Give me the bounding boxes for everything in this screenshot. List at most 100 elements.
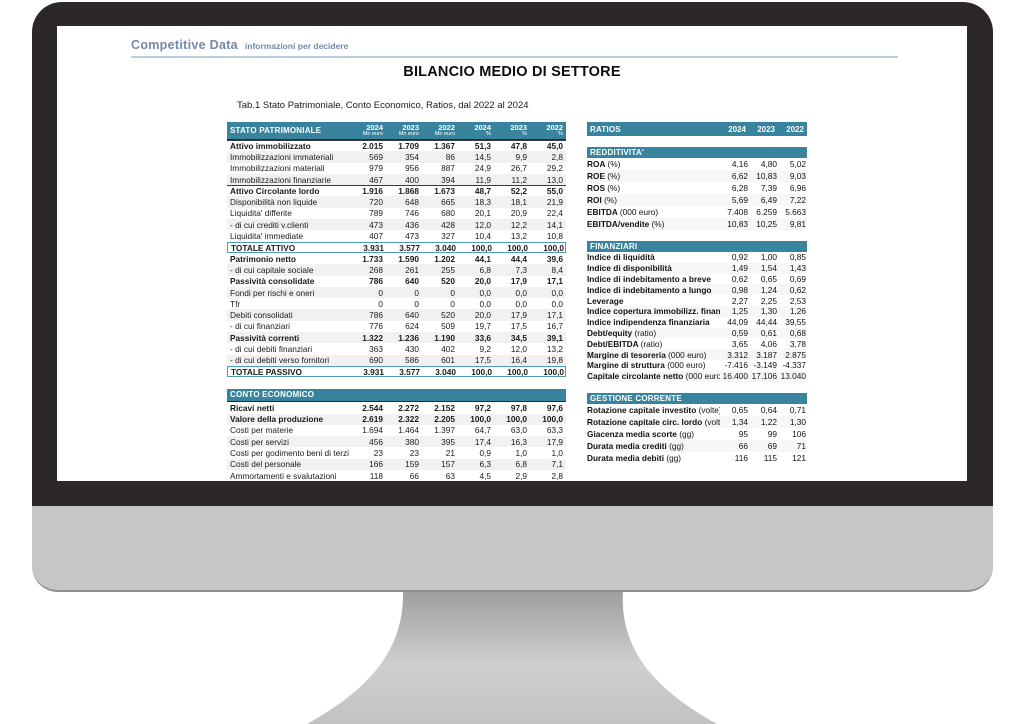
cell-value: 97,8: [510, 402, 527, 413]
row-label: Costi del personale: [230, 459, 302, 470]
cell-value: 0,65: [760, 273, 777, 284]
ratios-section-header: FINANZIARI: [587, 241, 807, 252]
cell-value: 1,22: [760, 416, 777, 427]
cell-value: 17,9: [546, 436, 563, 447]
cell-value: 3.577: [399, 366, 420, 377]
row-label: - di cui finanziari: [230, 321, 290, 332]
brand: Competitive Data informazioni per decider…: [131, 36, 348, 54]
cell-value: 0: [378, 287, 383, 298]
cell-value: 9,2: [479, 343, 491, 354]
cell-value: 4,5: [479, 470, 491, 481]
cell-value: 1.367: [434, 141, 455, 152]
conto-economico-header: CONTO ECONOMICO: [227, 389, 566, 403]
cell-value: 100,0: [543, 366, 564, 377]
cell-value: -7.416: [724, 360, 748, 371]
cell-value: 1,34: [731, 416, 748, 427]
row-label: Tfr: [230, 298, 241, 309]
cell-value: 20,9: [510, 208, 527, 219]
cell-value: 44,09: [727, 317, 748, 328]
stato-patrimoniale-header: STATO PATRIMONIALE 2024 Mn euro 2023 Mn eur…: [227, 122, 566, 140]
cell-value: 0: [414, 298, 419, 309]
cell-value: 17,1: [546, 310, 563, 321]
cell-value: 22,4: [546, 208, 563, 219]
cell-value: 86: [445, 151, 455, 162]
column-unit: %: [486, 130, 491, 137]
row-label: Margine di struttura (000 euro): [587, 360, 706, 371]
row-unit: (ratio): [640, 338, 663, 349]
table-row: Tfr 0 0 0 0,0 0,0 0,0: [227, 298, 566, 309]
row-label: Costi per materie: [230, 425, 294, 436]
row-unit: (gg): [669, 440, 684, 451]
cell-value: 71: [796, 440, 806, 451]
table-row: - di cui debiti finanziari 363 430 402 9,2 12…: [227, 343, 566, 354]
cell-value: 116: [734, 452, 748, 463]
row-label: EBITDA/vendite (%): [587, 219, 665, 229]
cell-value: -3.149: [753, 360, 777, 371]
row-unit: (%): [651, 219, 665, 229]
cell-value: 20,1: [474, 208, 491, 219]
cell-value: 23: [373, 448, 383, 459]
cell-value: 100,0: [507, 366, 528, 377]
cell-value: 0,59: [731, 327, 748, 338]
cell-value: 0: [450, 298, 455, 309]
cell-value: 16.400: [722, 371, 748, 382]
cell-value: 428: [441, 219, 455, 230]
cell-value: 17,9: [510, 310, 527, 321]
cell-value: 586: [405, 355, 419, 366]
column-year: 2022: [546, 123, 563, 132]
table-row: Patrimonio netto 1.733 1.590 1.202 44,1 44,4 3…: [227, 253, 566, 264]
row-unit: (%): [607, 183, 621, 193]
row-label: Leverage: [587, 295, 624, 306]
spacer: [227, 377, 566, 389]
cell-value: 44,44: [756, 317, 777, 328]
cell-value: 6,3: [479, 459, 491, 470]
row-label: - di cui debiti verso fornitori: [230, 355, 330, 366]
cell-value: 18,1: [510, 197, 527, 208]
cell-value: 66: [409, 470, 419, 481]
row-unit: (%): [604, 195, 617, 205]
table-row: Fondi per rischi e oneri 0 0 0 0,0 0,0 0,0: [227, 286, 566, 299]
row-unit: (volte): [704, 416, 720, 427]
cell-value: 13.040: [780, 371, 806, 382]
monitor-chin: [32, 506, 993, 592]
column-header: 2022 Mn euro: [422, 124, 458, 137]
cell-value: 0,71: [789, 404, 806, 415]
cell-value: 2,8: [551, 470, 563, 481]
cell-value: 1,30: [789, 416, 806, 427]
cell-value: 51,3: [474, 141, 491, 152]
row-label: Fondi per rischi e oneri: [230, 287, 315, 298]
cell-value: 11,2: [511, 174, 527, 185]
cell-value: 12,2: [510, 219, 527, 230]
cell-value: 2,53: [789, 295, 806, 306]
conto-economico-table: Ricavi netti 2.544 2.272 2.152 97,2 97,8 97,6 V…: [227, 402, 566, 481]
row-label: Indice copertura immobilizz. finanziarie: [587, 306, 720, 317]
row-label: Debt/equity (ratio): [587, 327, 657, 338]
cell-value: 118: [369, 470, 383, 481]
cell-value: 5,02: [789, 159, 806, 169]
cell-value: 0,62: [731, 273, 748, 284]
row-label: Rotazione capitale circ. lordo (volte): [587, 417, 720, 427]
cell-value: 115: [763, 452, 777, 463]
cell-value: 10,4: [474, 231, 491, 242]
cell-value: 16,4: [510, 355, 527, 366]
cell-value: 789: [369, 208, 383, 219]
cell-value: 29,2: [546, 163, 563, 174]
cell-value: 100,0: [471, 366, 492, 377]
cell-value: 0,69: [789, 273, 806, 284]
table-row: Durata media debiti (gg) 116 115 121: [587, 452, 807, 464]
cell-value: 1.694: [362, 425, 383, 436]
cell-value: 3.187: [756, 349, 777, 360]
cell-value: 7,22: [789, 195, 806, 205]
row-label: Debiti consolidati: [230, 310, 293, 321]
cell-value: 3.040: [435, 366, 456, 377]
cell-value: 100,0: [506, 414, 527, 425]
table-row: Indice di liquidità 0,92 1,00 0,85: [587, 252, 807, 263]
cell-value: 776: [369, 321, 383, 332]
row-label: Durata media crediti (gg): [587, 440, 684, 451]
cell-value: 11,9: [475, 174, 491, 185]
cell-value: 7,39: [760, 183, 777, 193]
cell-value: 10,83: [756, 171, 777, 181]
table-row: - di cui capitale sociale 268 261 255 6,8 7,3…: [227, 264, 566, 276]
cell-value: 0,0: [551, 287, 563, 298]
cell-value: 99: [767, 428, 777, 439]
